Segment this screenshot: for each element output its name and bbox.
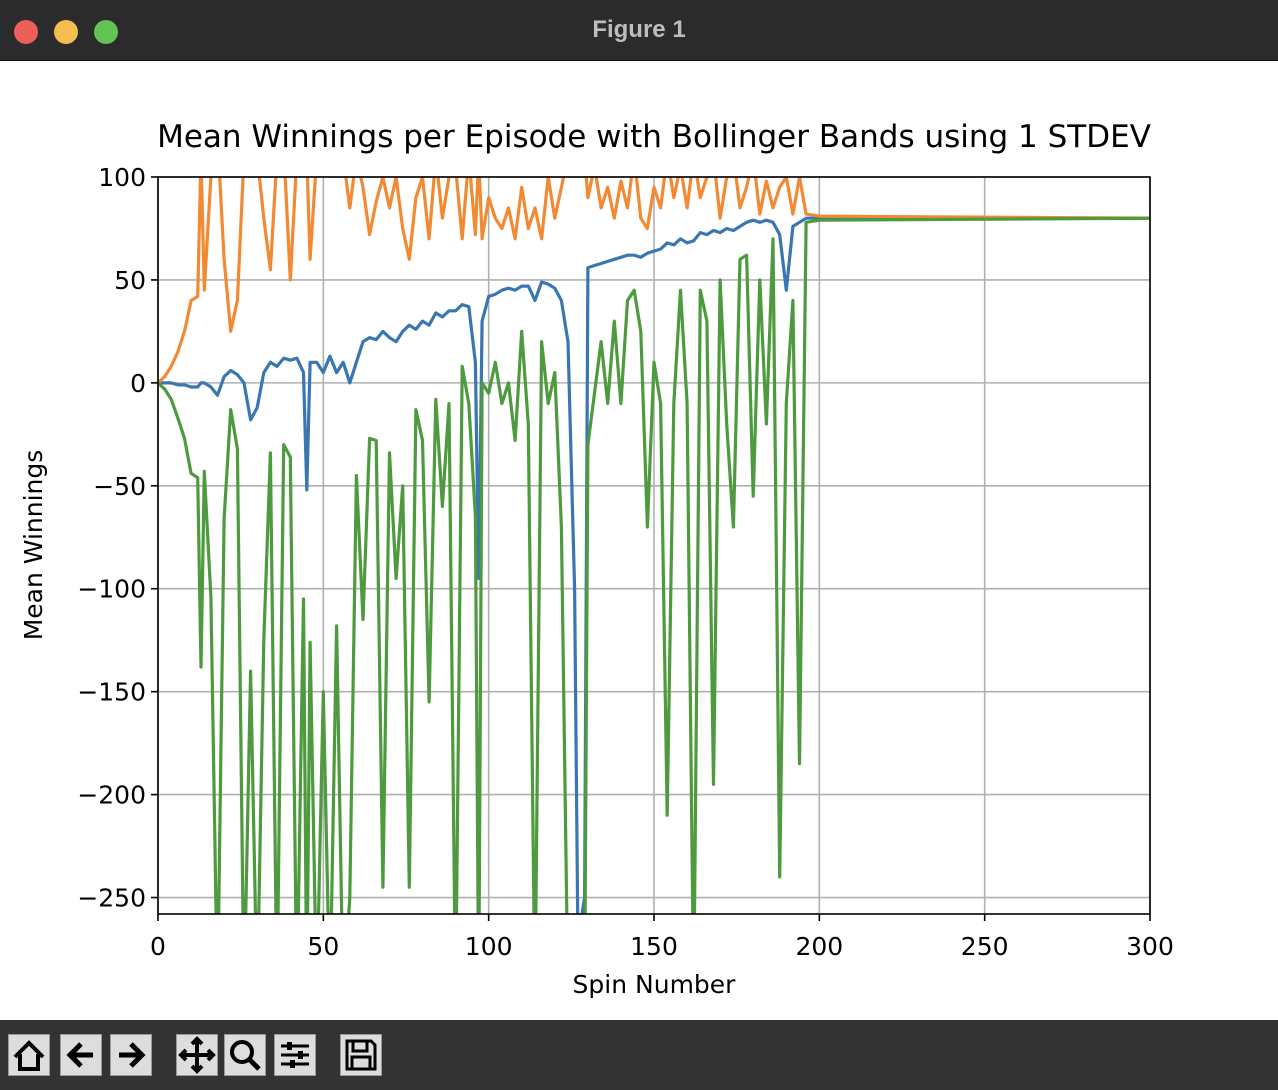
y-tick-label: −200 xyxy=(77,781,146,810)
chart: Mean Winnings per Episode with Bollinger… xyxy=(19,119,1174,999)
y-tick-label: 0 xyxy=(130,369,146,398)
configure-button[interactable] xyxy=(274,1034,316,1076)
home-icon xyxy=(13,1040,45,1071)
y-tick-label: −150 xyxy=(77,678,146,707)
zoom-icon xyxy=(230,1040,261,1071)
x-tick-label: 250 xyxy=(961,932,1009,961)
home-button[interactable] xyxy=(8,1034,50,1076)
x-axis-label: Spin Number xyxy=(573,970,737,999)
x-tick-label: 200 xyxy=(795,932,843,961)
series-line xyxy=(158,216,1150,914)
window-title: Figure 1 xyxy=(592,16,686,43)
zoom-tool-button[interactable] xyxy=(224,1034,266,1076)
y-tick-label: −100 xyxy=(77,575,146,604)
close-button[interactable] xyxy=(14,20,38,44)
y-tick-label: −50 xyxy=(93,472,146,501)
y-axis-label: Mean Winnings xyxy=(19,450,48,641)
forward-icon xyxy=(119,1042,146,1068)
back-icon xyxy=(66,1042,93,1068)
x-tick-label: 100 xyxy=(465,932,513,961)
plot-frame xyxy=(157,176,1151,915)
y-tick-label: 50 xyxy=(114,266,146,295)
zoom-button[interactable] xyxy=(94,20,118,44)
x-tick-label: 300 xyxy=(1126,932,1174,961)
title-bar: Figure 1 xyxy=(0,0,1278,61)
chart-title: Mean Winnings per Episode with Bollinger… xyxy=(157,119,1151,155)
y-tick-label: 100 xyxy=(98,163,146,192)
forward-button[interactable] xyxy=(110,1034,152,1076)
toolbar xyxy=(0,1020,1278,1090)
pan-icon xyxy=(178,1036,216,1074)
x-tick-label: 0 xyxy=(150,932,166,961)
save-icon xyxy=(345,1039,377,1071)
series-line xyxy=(158,177,1150,385)
y-tick-label: −250 xyxy=(77,884,146,913)
plot-lines xyxy=(158,177,1150,914)
back-button[interactable] xyxy=(60,1034,102,1076)
series-line xyxy=(158,216,1150,914)
save-button[interactable] xyxy=(340,1034,382,1076)
pan-button[interactable] xyxy=(176,1034,218,1076)
x-tick-label: 150 xyxy=(630,932,678,961)
configure-icon xyxy=(281,1042,309,1068)
minimize-button[interactable] xyxy=(54,20,78,44)
x-tick-label: 50 xyxy=(307,932,339,961)
